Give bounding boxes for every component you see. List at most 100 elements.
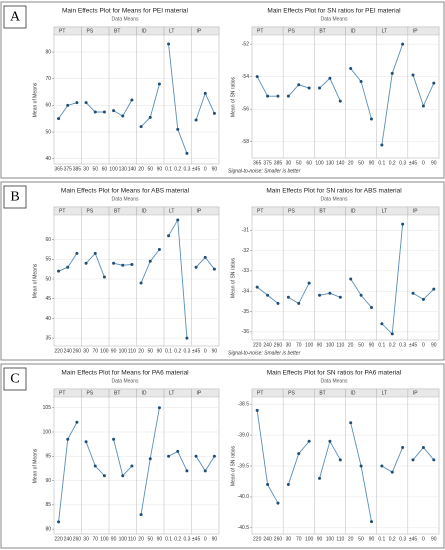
effect-point: [276, 94, 280, 98]
x-tick-label: 0.1: [165, 536, 172, 542]
y-tick-label: -52: [242, 41, 249, 47]
effect-point: [307, 281, 311, 285]
effect-point: [130, 98, 134, 102]
chart-subtitle: Data Means: [321, 196, 348, 202]
effect-point: [112, 109, 116, 113]
facet-name: IP: [197, 391, 202, 397]
x-tick-label: 20: [348, 342, 354, 348]
x-tick-label: 0.2: [389, 160, 396, 166]
effect-point: [338, 458, 342, 462]
x-tick-label: 20: [138, 536, 144, 542]
facet-name: LT: [382, 209, 387, 215]
facet-name: PT: [59, 29, 65, 35]
x-tick-label: 240: [263, 536, 272, 542]
chart-subtitle: Data Means: [321, 16, 348, 22]
x-tick-label: 0.2: [389, 342, 396, 348]
effect-point: [369, 117, 373, 121]
x-tick-label: 0: [204, 536, 207, 542]
y-tick-label: -32: [242, 248, 249, 254]
x-tick-label: 90: [157, 536, 163, 542]
facet-name: IP: [197, 209, 202, 215]
facet-name: BT: [319, 391, 325, 397]
facet-name: LT: [169, 29, 174, 35]
chart-subtitle: Data Means: [112, 16, 139, 22]
x-tick-label: 0.2: [389, 536, 396, 542]
facet-name: BT: [114, 391, 120, 397]
y-axis-label: Mean of SN ratios: [230, 257, 236, 298]
y-axis-label: Mean of SN ratios: [230, 445, 236, 486]
effect-point: [328, 439, 332, 443]
x-tick-label: 0: [422, 536, 425, 542]
footnote: Signal-to-noise: Smaller is better: [228, 168, 301, 174]
y-tick-label: -31: [242, 228, 249, 234]
facet-name: ID: [351, 29, 356, 35]
x-tick-label: 240: [263, 342, 272, 348]
x-tick-label: 50: [296, 160, 302, 166]
x-tick-label: 140: [128, 166, 137, 172]
effect-point: [307, 439, 311, 443]
effect-point: [139, 281, 143, 285]
facet-name: IP: [413, 391, 418, 397]
effect-point: [148, 457, 152, 461]
y-tick-label: -58: [242, 139, 249, 145]
x-tick-label: 50: [147, 348, 153, 354]
effect-point: [212, 267, 216, 271]
effect-point: [130, 464, 134, 468]
x-tick-label: 90: [212, 348, 218, 354]
effect-point: [212, 454, 216, 458]
effect-point: [185, 469, 189, 473]
effect-point: [139, 513, 143, 517]
x-tick-label: 50: [147, 166, 153, 172]
effect-point: [57, 520, 61, 524]
x-tick-label: 100: [100, 348, 109, 354]
effect-point: [266, 293, 270, 297]
facet-name: LT: [382, 391, 387, 397]
x-tick-label: 140: [336, 160, 345, 166]
effect-point: [297, 83, 301, 87]
effect-point: [369, 305, 373, 309]
x-tick-label: 240: [64, 348, 73, 354]
y-tick-label: 80: [45, 49, 51, 55]
effect-point: [286, 483, 290, 487]
effect-point: [318, 86, 322, 90]
x-tick-label: 100: [119, 536, 128, 542]
x-tick-label: 70: [296, 536, 302, 542]
effect-point: [318, 293, 322, 297]
facet-name: ID: [142, 391, 147, 397]
effect-point: [359, 80, 363, 84]
facet-name: BT: [319, 29, 325, 35]
x-tick-label: 0.1: [378, 536, 385, 542]
x-tick-label: 110: [128, 536, 136, 542]
effect-point: [75, 101, 79, 105]
effect-point: [84, 440, 88, 444]
x-tick-label: 90: [111, 536, 117, 542]
chart-title: Main Effects Plot for Means for PEI mate…: [62, 8, 189, 15]
x-tick-label: 220: [54, 348, 63, 354]
effect-point: [194, 454, 198, 458]
effect-point: [318, 476, 322, 480]
chart-subtitle: Data Means: [112, 196, 139, 202]
y-tick-label: 70: [45, 76, 51, 82]
y-tick-label: 95: [45, 454, 51, 460]
effect-point: [157, 82, 161, 86]
effect-point: [84, 261, 88, 265]
effect-point: [421, 104, 425, 108]
x-tick-label: 0.2: [174, 348, 181, 354]
x-tick-label: 100: [315, 160, 324, 166]
effect-point: [369, 520, 373, 524]
chart-subtitle: Data Means: [112, 378, 139, 384]
x-tick-label: 385: [73, 166, 82, 172]
effect-point: [203, 255, 207, 259]
x-tick-label: 70: [92, 348, 98, 354]
x-tick-label: ±45: [192, 348, 201, 354]
effect-point: [390, 470, 394, 474]
x-tick-label: 385: [274, 160, 283, 166]
effect-point: [266, 94, 270, 98]
panel-label: A: [10, 10, 21, 25]
chart-title: Main Effects Plot for SN ratios for ABS …: [266, 188, 402, 195]
effect-point: [194, 265, 198, 269]
x-tick-label: 110: [336, 342, 344, 348]
chart-title: Main Effects Plot for Means for PA6 mate…: [61, 370, 189, 377]
effect-point: [203, 91, 207, 95]
